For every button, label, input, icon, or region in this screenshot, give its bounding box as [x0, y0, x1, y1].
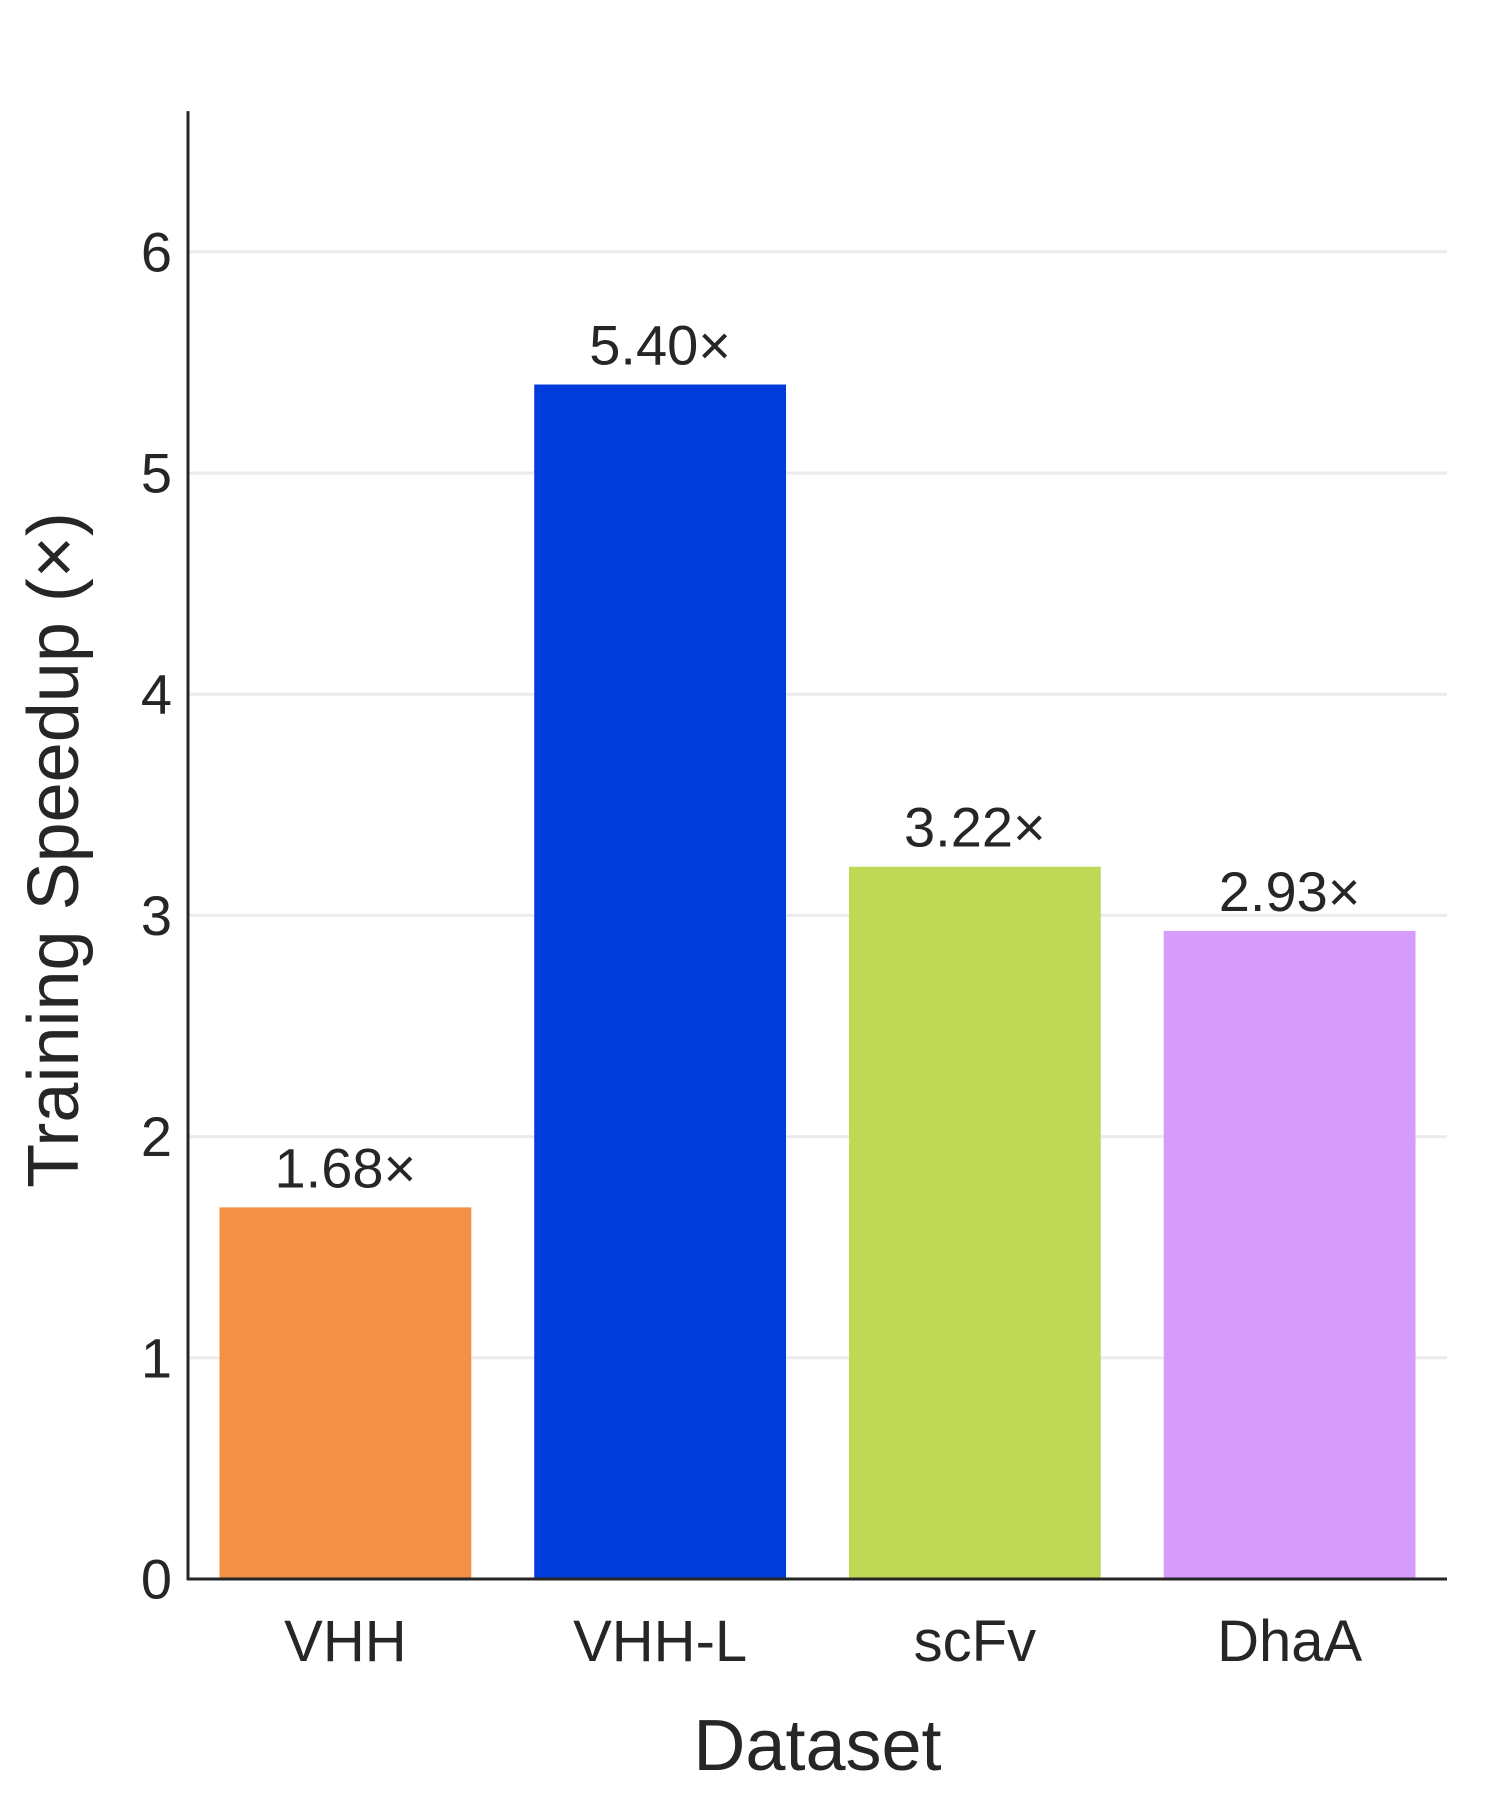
x-tick-labels: VHH VHH-L scFv DhaA	[284, 1609, 1362, 1674]
y-tick-label: 6	[141, 220, 172, 283]
data-label-vhh: 1.68×	[275, 1136, 417, 1199]
x-axis-title: Dataset	[693, 1706, 941, 1786]
bar-vhh	[219, 1207, 472, 1579]
x-tick-label: DhaA	[1217, 1609, 1362, 1674]
y-tick-label: 2	[141, 1105, 172, 1168]
data-label-scfv: 3.22×	[904, 796, 1046, 859]
y-tick-labels: 0 1 2 3 4 5 6	[141, 220, 172, 1610]
y-tick-label: 4	[141, 663, 172, 726]
y-tick-label: 5	[141, 442, 172, 505]
bar-dhaa	[1163, 930, 1416, 1579]
bars	[219, 384, 1416, 1579]
data-label-vhh-l: 5.40×	[589, 314, 731, 377]
bar-vhh-l	[534, 384, 787, 1579]
y-tick-label: 0	[141, 1548, 172, 1611]
x-tick-label: VHH-L	[573, 1609, 747, 1674]
y-axis-title: Training Speedup (×)	[14, 512, 94, 1188]
axes	[186, 111, 1447, 1581]
data-labels: 1.68× 5.40× 3.22× 2.93×	[275, 314, 1361, 1200]
bar-scfv	[848, 866, 1101, 1579]
y-tick-label: 1	[141, 1326, 172, 1389]
y-tick-label: 3	[141, 884, 172, 947]
data-label-dhaa: 2.93×	[1219, 860, 1361, 923]
x-tick-label: VHH	[284, 1609, 406, 1674]
x-tick-label: scFv	[914, 1609, 1036, 1674]
